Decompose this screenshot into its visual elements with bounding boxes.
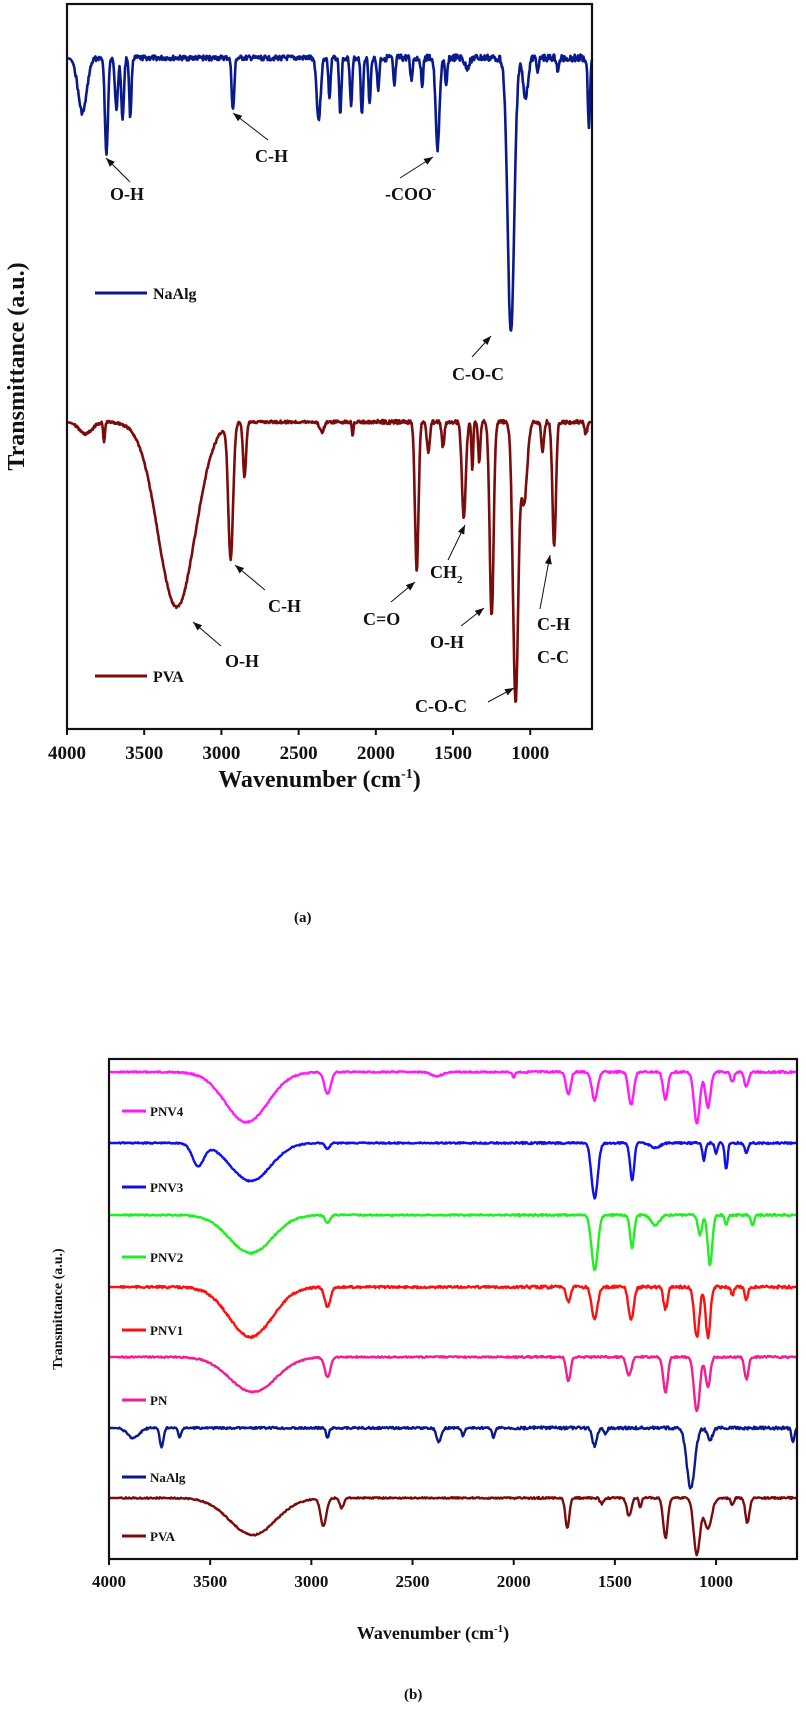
x-axis-title: Wavenumber (cm-1) [218,767,421,793]
annotation-label: -COO- [385,183,436,204]
arrowhead-icon [235,565,245,574]
arrowhead-icon [482,336,491,346]
peak-annotation-o-h: O-H [105,157,144,204]
x-tick-label: 1500 [598,1572,632,1591]
x-axis-title: Wavenumber (cm-1) [357,1623,509,1644]
peak-annotation-ch: CH2 [430,524,466,586]
x-tick-label: 2000 [357,743,395,764]
legend-item-naalg: NaAlg [95,286,197,303]
annotation-label: C-H [537,614,570,634]
annotation-label: O-H [225,651,259,671]
x-tick-label: 3000 [202,743,240,764]
legend-item-pnv2: PNV2 [122,1250,183,1265]
arrowhead-icon [233,113,243,122]
legend-label-pnv3: PNV3 [150,1180,184,1195]
spectrum-line-naalg [66,53,594,332]
spectrum-line-pnv3 [108,1140,798,1200]
peak-annotation-c-h: C-H [234,564,301,616]
annotation-label: C-O-C [452,364,504,384]
x-tick-label: 3500 [125,743,163,764]
legend-item-pva: PVA [122,1529,176,1544]
annotation-label: CH2 [430,562,463,586]
legend-label-pn: PN [150,1393,168,1408]
legend-item-pnv4: PNV4 [122,1104,184,1119]
x-tick-label: 3000 [294,1572,328,1591]
x-tick-label: 3500 [193,1572,227,1591]
chart-b-ftir-blends: PNV4 PNV3 PNV2 PNV1 PN NaAlg PVA 4000 3500 3000 25… [51,1057,799,1644]
annotation-label: C-C [537,647,569,667]
legend-label-naalg: NaAlg [150,1470,186,1485]
x-tick-label: 2500 [396,1572,430,1591]
spectrum-line-pnv4 [108,1069,798,1125]
x-tick-label: 1500 [434,743,472,764]
plot-frame [107,1057,799,1561]
x-tick-label: 4000 [48,743,86,764]
peak-annotation-o-h: O-H [192,621,259,671]
spectrum-line-pva [66,418,593,703]
legend-item-pnv1: PNV1 [122,1323,183,1338]
legend-label-pnv2: PNV2 [150,1250,183,1265]
legend-label-pnv4: PNV4 [150,1104,184,1119]
arrowhead-icon [193,622,203,631]
peak-annotation-c-h: C-H [537,554,570,634]
x-axis: 4000 3500 3000 2500 2000 1500 1000 [92,1559,733,1591]
peak-annotation--coo: -COO- [385,156,436,204]
legend-label-pnv1: PNV1 [150,1323,183,1338]
annotation-arrow [539,554,551,610]
x-axis: 4000 3500 3000 2500 2000 1500 1000 [48,729,549,764]
legend-item-pnv3: PNV3 [122,1180,184,1195]
arrowhead-icon [457,525,465,535]
spectrum-line-pn [108,1354,798,1413]
annotation-label: C-H [268,596,301,616]
arrowhead-icon [405,582,415,591]
peak-annotation-c-o-c: C-O-C [415,687,515,716]
annotation-label: C=O [363,609,400,629]
arrowhead-icon [504,688,514,696]
plot-frame [65,2,594,731]
peak-annotation-c-c: C-C [537,647,569,667]
arrowhead-icon [106,158,115,167]
annotation-label: C-H [255,146,288,166]
legend-item-pn: PN [122,1393,168,1408]
x-tick-label: 1000 [699,1572,733,1591]
peak-annotation-c-h: C-H [232,112,288,166]
legend-label-pva: PVA [153,669,184,686]
annotation-label: C-O-C [415,696,467,716]
legend-item-naalg: NaAlg [122,1470,186,1485]
spectrum-line-pva [108,1495,798,1557]
arrowhead-icon [474,608,484,617]
legend-item-pva: PVA [95,669,184,686]
legend-label-naalg: NaAlg [153,286,197,303]
arrowhead-icon [544,555,552,565]
spectrum-line-naalg [108,1425,798,1490]
chart-a-ftir-naalg-pva: NaAlg PVA 4000 3500 3000 2500 2000 1500 1000 Wave… [4,2,594,793]
peak-annotation-c-o-c: C-O-C [452,335,504,384]
arrowhead-icon [423,157,433,165]
spectrum-line-pnv1 [108,1284,798,1340]
x-tick-label: 2000 [497,1572,531,1591]
annotation-label: O-H [110,184,144,204]
peak-annotation-o-h: O-H [430,607,485,652]
spectrum-line-pnv2 [108,1212,798,1272]
legend-label-pva: PVA [150,1529,176,1544]
panel-label-a: (a) [294,910,312,926]
panel-label-b: (b) [404,1687,423,1703]
x-tick-label: 4000 [92,1572,126,1591]
x-tick-label: 2500 [280,743,318,764]
y-axis-title: Transmittance (a.u.) [4,262,30,470]
annotation-label: O-H [430,632,464,652]
y-axis-title: Transmittance (a.u.) [51,1248,66,1370]
x-tick-label: 1000 [511,743,549,764]
peak-annotation-c-o: C=O [363,581,416,629]
